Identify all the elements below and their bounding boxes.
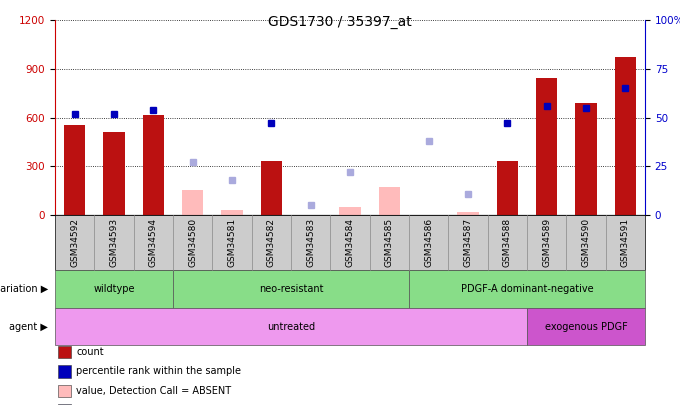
Bar [143, 115, 164, 215]
Text: GSM34583: GSM34583 [306, 218, 315, 267]
Bar [339, 207, 361, 215]
Text: GSM34588: GSM34588 [503, 218, 512, 267]
Text: GSM34594: GSM34594 [149, 218, 158, 267]
Text: GSM34590: GSM34590 [581, 218, 590, 267]
Bar [536, 78, 558, 215]
Bar [64, 125, 86, 215]
Text: GSM34593: GSM34593 [109, 218, 118, 267]
Bar [103, 132, 125, 215]
Bar [615, 57, 636, 215]
Text: exogenous PDGF: exogenous PDGF [545, 322, 628, 332]
Bar [457, 212, 479, 215]
Text: percentile rank within the sample: percentile rank within the sample [76, 367, 241, 376]
Text: value, Detection Call = ABSENT: value, Detection Call = ABSENT [76, 386, 231, 396]
Bar [379, 187, 400, 215]
Text: count: count [76, 347, 104, 357]
Text: GSM34586: GSM34586 [424, 218, 433, 267]
Text: agent ▶: agent ▶ [10, 322, 48, 332]
Text: GSM34584: GSM34584 [345, 218, 354, 267]
Text: GSM34592: GSM34592 [70, 218, 79, 267]
Text: GSM34587: GSM34587 [464, 218, 473, 267]
Bar [221, 210, 243, 215]
Bar [182, 190, 203, 215]
Text: GSM34589: GSM34589 [542, 218, 551, 267]
Bar [496, 161, 518, 215]
Text: GDS1730 / 35397_at: GDS1730 / 35397_at [268, 15, 412, 29]
Bar [575, 103, 597, 215]
Text: untreated: untreated [267, 322, 315, 332]
Text: GSM34582: GSM34582 [267, 218, 276, 267]
Text: GSM34581: GSM34581 [228, 218, 237, 267]
Text: GSM34585: GSM34585 [385, 218, 394, 267]
Text: wildtype: wildtype [93, 284, 135, 294]
Text: neo-resistant: neo-resistant [259, 284, 323, 294]
Text: GSM34580: GSM34580 [188, 218, 197, 267]
Text: genotype/variation ▶: genotype/variation ▶ [0, 284, 48, 294]
Bar [260, 161, 282, 215]
Text: GSM34591: GSM34591 [621, 218, 630, 267]
Text: PDGF-A dominant-negative: PDGF-A dominant-negative [460, 284, 594, 294]
